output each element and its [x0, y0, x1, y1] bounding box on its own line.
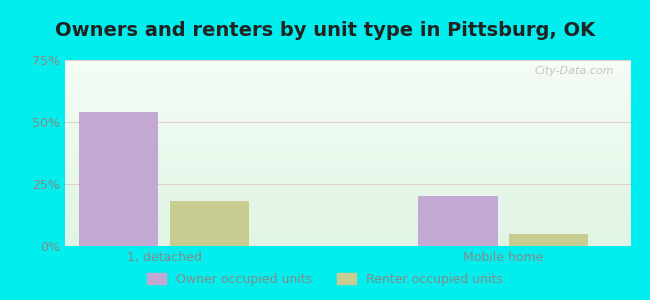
Bar [79, 112, 159, 246]
Text: City-Data.com: City-Data.com [534, 66, 614, 76]
Text: Owners and renters by unit type in Pittsburg, OK: Owners and renters by unit type in Pitts… [55, 21, 595, 40]
Bar [419, 196, 498, 246]
Bar [509, 234, 588, 246]
Bar [170, 201, 249, 246]
Legend: Owner occupied units, Renter occupied units: Owner occupied units, Renter occupied un… [142, 268, 508, 291]
